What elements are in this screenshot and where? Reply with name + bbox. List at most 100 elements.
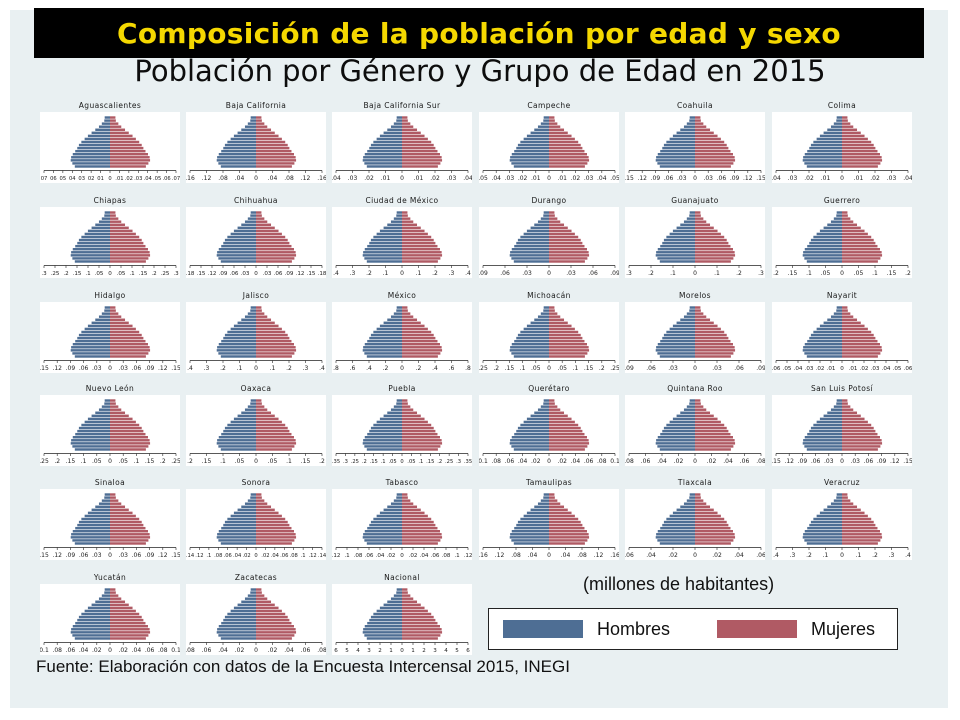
bar-women xyxy=(256,312,265,315)
bar-women xyxy=(842,128,858,131)
bar-men xyxy=(218,436,256,439)
bar-women xyxy=(110,306,116,309)
bar-women xyxy=(842,159,883,162)
bar-women xyxy=(110,520,142,524)
bar-men xyxy=(364,445,402,448)
panel-plot-area: 07 06 05 04 03 02 01 0.01.02.03.04.05.06.07 xyxy=(40,112,180,183)
bar-women xyxy=(110,445,149,448)
x-tick-label: .15 xyxy=(756,175,765,182)
x-tick-label: .8 xyxy=(333,365,339,372)
bar-men xyxy=(233,324,256,328)
x-tick-label: .06 xyxy=(584,458,594,465)
bar-women xyxy=(256,625,294,628)
bar-women xyxy=(256,244,292,248)
bar-men xyxy=(662,146,695,150)
bar-men xyxy=(366,260,402,263)
bar-men xyxy=(383,131,402,135)
bar-men xyxy=(683,220,695,223)
x-tick-label: 01 xyxy=(97,176,104,182)
bar-men xyxy=(534,128,549,131)
panel-plot-area: .4.3.2.1 0.1.2.3.4 xyxy=(772,489,912,560)
x-tick-label: 1 xyxy=(411,648,415,654)
bar-men xyxy=(250,588,256,591)
bar-men xyxy=(71,346,110,349)
pyramid-panel: Baja California Sur .04.03.02.01 0.01.02.0… xyxy=(332,101,472,183)
bar-men xyxy=(72,352,110,355)
bar-women xyxy=(695,241,729,245)
bar-women xyxy=(402,327,428,331)
bar-men xyxy=(809,336,842,340)
bar-men xyxy=(672,229,695,233)
bar-women xyxy=(402,402,408,405)
bar-men xyxy=(663,238,695,242)
bar-women xyxy=(842,156,882,159)
bar-men xyxy=(376,327,402,331)
bar-men xyxy=(237,226,256,230)
bar-women xyxy=(110,594,119,597)
bar-women xyxy=(549,333,581,337)
bar-women xyxy=(402,235,432,239)
bar-men xyxy=(364,162,402,165)
bar-women xyxy=(256,241,290,245)
x-tick-label: .06 xyxy=(79,552,89,559)
bar-women xyxy=(110,499,119,502)
x-tick-label: .2 xyxy=(151,271,156,277)
bar-men xyxy=(224,238,256,242)
bar-men xyxy=(809,523,842,527)
bar-men xyxy=(509,254,549,257)
bar-men xyxy=(516,146,549,150)
bar-women xyxy=(549,411,565,414)
bar-women xyxy=(842,539,881,542)
x-tick-label: .16 xyxy=(317,175,326,182)
x-tick-label: .08 xyxy=(511,552,521,559)
x-tick-label: .03 xyxy=(134,176,142,182)
bar-women xyxy=(842,260,878,263)
bar-women xyxy=(402,229,425,233)
bar-men xyxy=(218,162,256,165)
panel-title: Hidalgo xyxy=(94,291,126,300)
bar-women xyxy=(110,502,122,505)
bar-women xyxy=(842,514,868,518)
bar-women xyxy=(549,162,588,165)
bar-men xyxy=(247,217,256,220)
bar-women xyxy=(549,134,572,138)
x-tick-label: .1 xyxy=(270,365,276,372)
bar-men xyxy=(511,445,549,448)
bar-men xyxy=(819,511,842,515)
bar-men xyxy=(827,505,842,508)
bar-women xyxy=(695,432,731,436)
bar-men xyxy=(366,355,402,358)
bar-men xyxy=(87,417,110,421)
bar-women xyxy=(402,220,414,223)
bar-women xyxy=(549,217,558,220)
bar-men xyxy=(363,533,402,536)
bar-men xyxy=(223,241,256,245)
x-tick-label: .02 xyxy=(668,552,678,559)
bar-women xyxy=(256,116,262,119)
bar-men xyxy=(396,119,402,122)
x-tick-label: .15 xyxy=(197,271,206,277)
bar-women xyxy=(256,306,262,309)
bar-men xyxy=(513,165,549,168)
panel-title: Zacatecas xyxy=(234,573,278,582)
x-tick-label: .18 xyxy=(318,271,326,277)
bar-men xyxy=(807,244,842,248)
bar-men xyxy=(669,327,695,331)
x-tick-label: .04 xyxy=(420,553,429,559)
bar-men xyxy=(655,254,695,257)
bar-women xyxy=(402,248,440,251)
bar-men xyxy=(221,432,256,436)
bar-men xyxy=(813,140,842,144)
bar-men xyxy=(543,399,549,402)
x-tick-label: .1 xyxy=(418,459,423,465)
bar-men xyxy=(383,321,402,325)
bar-men xyxy=(78,238,110,242)
bar-men xyxy=(227,612,256,616)
bar-men xyxy=(833,499,842,502)
bar-women xyxy=(256,402,262,405)
bar-women xyxy=(842,321,861,325)
x-tick-label: .04 xyxy=(903,175,912,182)
bar-men xyxy=(806,165,842,168)
bar-men xyxy=(387,318,402,321)
bar-women xyxy=(842,448,878,451)
